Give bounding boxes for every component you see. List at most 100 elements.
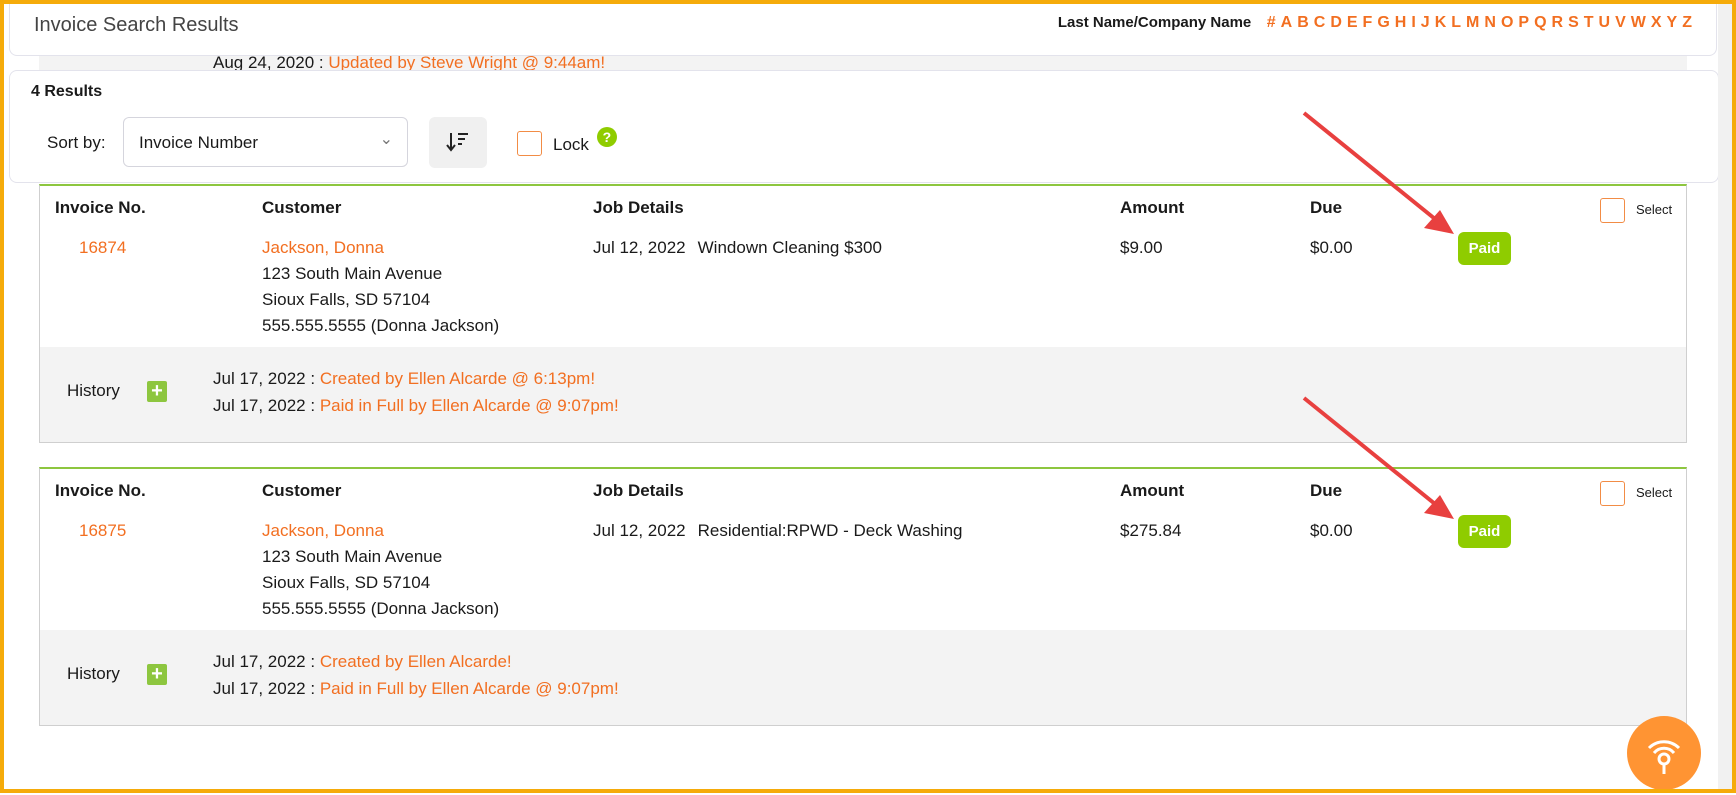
select-checkbox[interactable] <box>1600 198 1625 223</box>
plus-square-icon[interactable]: + <box>147 664 167 685</box>
letter-filter-hash[interactable]: # <box>1266 14 1276 31</box>
alphabet-filter: Last Name/Company Name # A B C D E F G H I J K L M N O P… <box>1058 13 1692 33</box>
customer-city: Sioux Falls, SD 57104 <box>262 290 431 309</box>
letter-filter-g[interactable]: G <box>1377 14 1390 31</box>
letter-filter-s[interactable]: S <box>1568 14 1579 31</box>
letter-filter-k[interactable]: K <box>1434 14 1447 31</box>
col-customer-header: Customer <box>262 481 342 500</box>
letter-filter-x[interactable]: X <box>1650 14 1662 31</box>
history-entry: Jul 17, 2022 : Created by Ellen Alcarde … <box>213 369 595 389</box>
arrowhead-1 <box>1424 210 1454 234</box>
letter-filter-f[interactable]: F <box>1362 14 1373 31</box>
history-text: Created by Ellen Alcarde! <box>319 652 512 671</box>
letter-filter-z[interactable]: Z <box>1682 14 1692 31</box>
letter-filter-u[interactable]: U <box>1598 14 1611 31</box>
customer-address: 123 South Main Avenue <box>262 264 443 283</box>
select-label: Select <box>1636 485 1673 500</box>
history-entry: Jul 17, 2022 : Paid in Full by Ellen Alc… <box>213 396 619 416</box>
select-label: Select <box>1636 202 1673 217</box>
letter-filter-r[interactable]: R <box>1551 14 1564 31</box>
col-due-header: Due <box>1310 481 1343 500</box>
customer-link[interactable]: Jackson, Donna <box>262 238 384 257</box>
letter-filter-d[interactable]: D <box>1330 14 1342 31</box>
letter-filter-i[interactable]: I <box>1411 14 1416 31</box>
history-date: Jul 17, 2022 : <box>213 652 316 671</box>
status-badge: Paid <box>1458 232 1511 265</box>
letter-filter-j[interactable]: J <box>1420 14 1430 31</box>
history-date: Jul 17, 2022 : <box>213 679 316 698</box>
lock-group: Lock ? <box>553 127 617 155</box>
customer-link[interactable]: Jackson, Donna <box>262 521 384 540</box>
history-text: Paid in Full by Ellen Alcarde @ 9:07pm! <box>319 679 619 698</box>
history-entry: Jul 17, 2022 : Created by Ellen Alcarde! <box>213 652 512 672</box>
sort-value: Invoice Number <box>139 133 259 152</box>
arrow-2 <box>1302 396 1442 510</box>
letter-filter-p[interactable]: P <box>1518 14 1530 31</box>
scrollbar[interactable] <box>1718 4 1732 789</box>
job-date: Jul 12, 2022 <box>593 521 686 540</box>
broadcast-fab[interactable] <box>1627 716 1701 790</box>
job-details: Jul 12, 2022 Windown Cleaning $300 <box>593 238 882 258</box>
letter-filter-o[interactable]: O <box>1500 14 1514 31</box>
col-invoice-header: Invoice No. <box>55 481 146 500</box>
filter-label: Last Name/Company Name <box>1057 14 1252 31</box>
letter-filter-a[interactable]: A <box>1280 14 1293 31</box>
job-details: Jul 12, 2022 Residential:RPWD - Deck Was… <box>593 521 962 541</box>
amount-value: $9.00 <box>1120 238 1163 257</box>
job-description: Windown Cleaning $300 <box>697 238 882 257</box>
history-section: History + Jul 17, 2022 : Created by Elle… <box>40 630 1686 725</box>
results-panel: 4 Results Sort by: Invoice Number ⌄ Lock… <box>9 70 1719 183</box>
history-date: Aug 24, 2020 : <box>213 56 324 70</box>
due-value: $0.00 <box>1310 238 1353 257</box>
select-checkbox[interactable] <box>1600 481 1625 506</box>
col-job-header: Job Details <box>593 481 684 500</box>
lock-label: Lock <box>553 135 589 154</box>
col-customer-header: Customer <box>262 198 342 217</box>
history-label: History <box>67 381 120 400</box>
due-value: $0.00 <box>1310 521 1353 540</box>
amount-value: $275.84 <box>1120 521 1182 540</box>
letter-filter-q[interactable]: Q <box>1534 14 1547 31</box>
letter-filter-h[interactable]: H <box>1394 14 1407 31</box>
history-entry: Jul 17, 2022 : Paid in Full by Ellen Alc… <box>213 679 619 699</box>
history-date: Jul 17, 2022 : <box>213 396 316 415</box>
letter-filter-y[interactable]: Y <box>1666 14 1678 31</box>
letter-filter-c[interactable]: C <box>1313 14 1326 31</box>
invoice-number-link[interactable]: 16874 <box>79 238 127 257</box>
results-count: 4 Results <box>31 83 103 100</box>
letter-filter-v[interactable]: V <box>1615 14 1626 31</box>
job-date: Jul 12, 2022 <box>593 238 686 257</box>
lock-checkbox[interactable] <box>517 131 542 156</box>
broadcast-icon <box>1647 740 1681 774</box>
customer-phone: 555.555.5555 (Donna Jackson) <box>262 316 500 335</box>
plus-square-icon[interactable]: + <box>147 381 167 402</box>
letter-filter-e[interactable]: E <box>1346 14 1358 31</box>
letter-filter-m[interactable]: M <box>1466 14 1480 31</box>
question-circle-icon[interactable]: ? <box>596 127 617 147</box>
sort-descending-icon <box>446 133 468 152</box>
col-job-header: Job Details <box>593 198 684 217</box>
customer-address: 123 South Main Avenue <box>262 547 443 566</box>
status-badge: Paid <box>1458 515 1511 548</box>
history-text: Paid in Full by Ellen Alcarde @ 9:07pm! <box>319 396 619 415</box>
history-text: Updated by Steve Wright @ 9:44am! <box>328 56 606 70</box>
letter-filter-b[interactable]: B <box>1297 14 1309 31</box>
invoice-number-link[interactable]: 16875 <box>79 521 127 540</box>
letter-filter-w[interactable]: W <box>1630 14 1646 31</box>
sort-select[interactable]: Invoice Number ⌄ <box>123 117 408 167</box>
header-card: Invoice Search Results Last Name/Company… <box>9 2 1717 56</box>
customer-phone: 555.555.5555 (Donna Jackson) <box>262 599 500 618</box>
col-amount-header: Amount <box>1120 198 1185 217</box>
sort-label: Sort by: <box>47 133 106 152</box>
job-description: Residential:RPWD - Deck Washing <box>697 521 963 540</box>
sort-direction-button[interactable] <box>429 117 487 168</box>
history-text: Created by Ellen Alcarde @ 6:13pm! <box>319 369 596 388</box>
arrowhead-2 <box>1424 495 1454 519</box>
page-title: Invoice Search Results <box>34 14 239 36</box>
invoice-card: Invoice No. Customer Job Details Amount … <box>39 467 1687 726</box>
letter-filter-l[interactable]: L <box>1451 14 1462 31</box>
letter-filter-t[interactable]: T <box>1583 14 1594 31</box>
arrow-1 <box>1302 111 1442 225</box>
invoice-card: Invoice No. Customer Job Details Amount … <box>39 184 1687 443</box>
letter-filter-n[interactable]: N <box>1484 14 1496 31</box>
